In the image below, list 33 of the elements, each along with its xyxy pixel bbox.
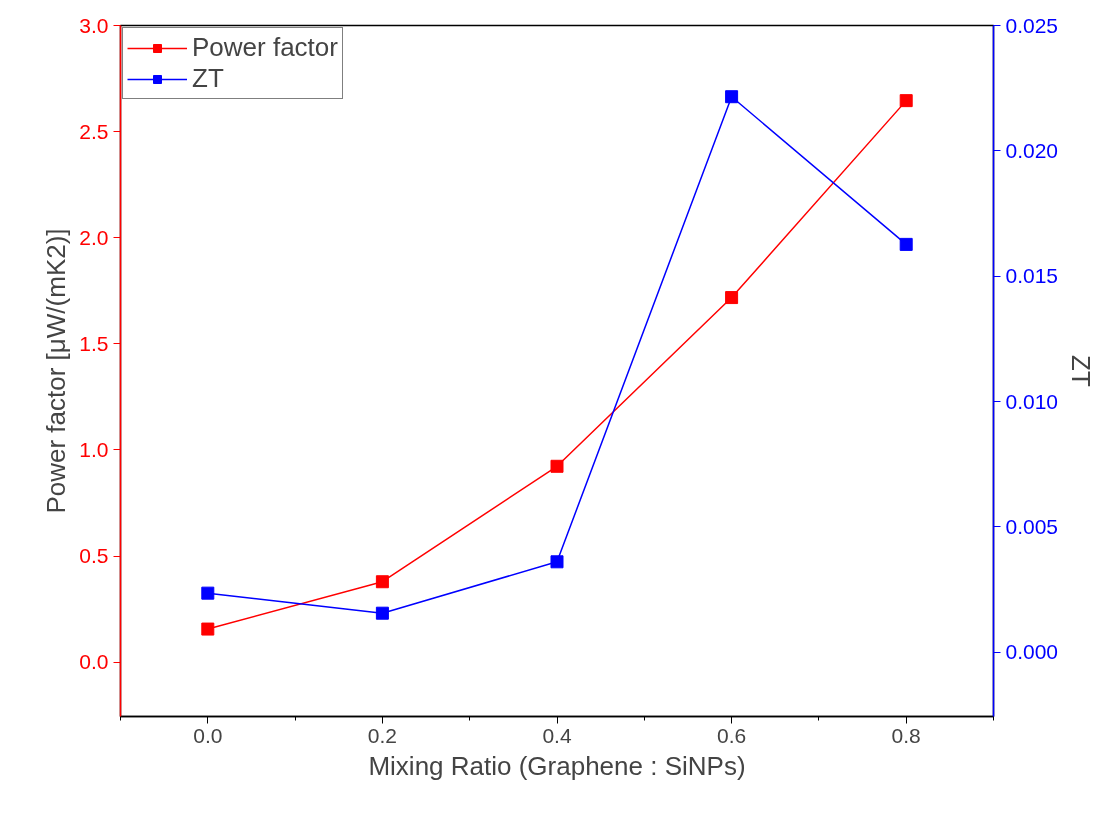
point [899, 237, 913, 251]
y2-axis-title: ZT [1066, 355, 1097, 387]
legend-label: Power factor [192, 32, 338, 63]
x-tick-label: 0.4 [542, 723, 572, 747]
point [201, 622, 215, 636]
x-tick-label: 0.0 [193, 723, 223, 747]
point [550, 555, 564, 569]
x-tick-label: 0.6 [717, 723, 747, 747]
y-tick-label: 1.0 [79, 437, 109, 461]
point [725, 291, 739, 305]
point [550, 459, 564, 473]
x-axis-title: Mixing Ratio (Graphene : SiNPs) [368, 750, 746, 781]
y-axis-title: Power factor [μW/(mK2)] [41, 228, 72, 514]
point [899, 94, 913, 108]
y-tick-label: 1.5 [79, 331, 109, 355]
y-tick-label: 2.5 [79, 119, 109, 143]
y2-tick-label: 0.025 [1005, 13, 1059, 37]
y2-tick-label: 0.005 [1005, 514, 1059, 538]
y-tick-label: 0.0 [79, 650, 109, 674]
y2-tick-label: 0.010 [1005, 389, 1059, 413]
point [375, 606, 389, 620]
legend-label: ZT [192, 63, 224, 94]
y2-tick-label: 0.020 [1005, 138, 1059, 162]
point [725, 90, 739, 104]
y-tick-label: 2.0 [79, 225, 109, 249]
x-tick-label: 0.2 [367, 723, 398, 747]
point [201, 586, 215, 600]
x-tick-label: 0.8 [891, 723, 921, 747]
y-tick-label: 0.5 [79, 544, 109, 568]
y2-tick-label: 0.000 [1005, 640, 1059, 664]
y-tick-label: 3.0 [79, 13, 109, 37]
y2-tick-label: 0.015 [1005, 264, 1059, 288]
point [375, 575, 389, 589]
